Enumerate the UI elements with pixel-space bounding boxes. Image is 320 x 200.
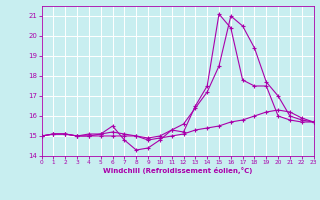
X-axis label: Windchill (Refroidissement éolien,°C): Windchill (Refroidissement éolien,°C) — [103, 167, 252, 174]
